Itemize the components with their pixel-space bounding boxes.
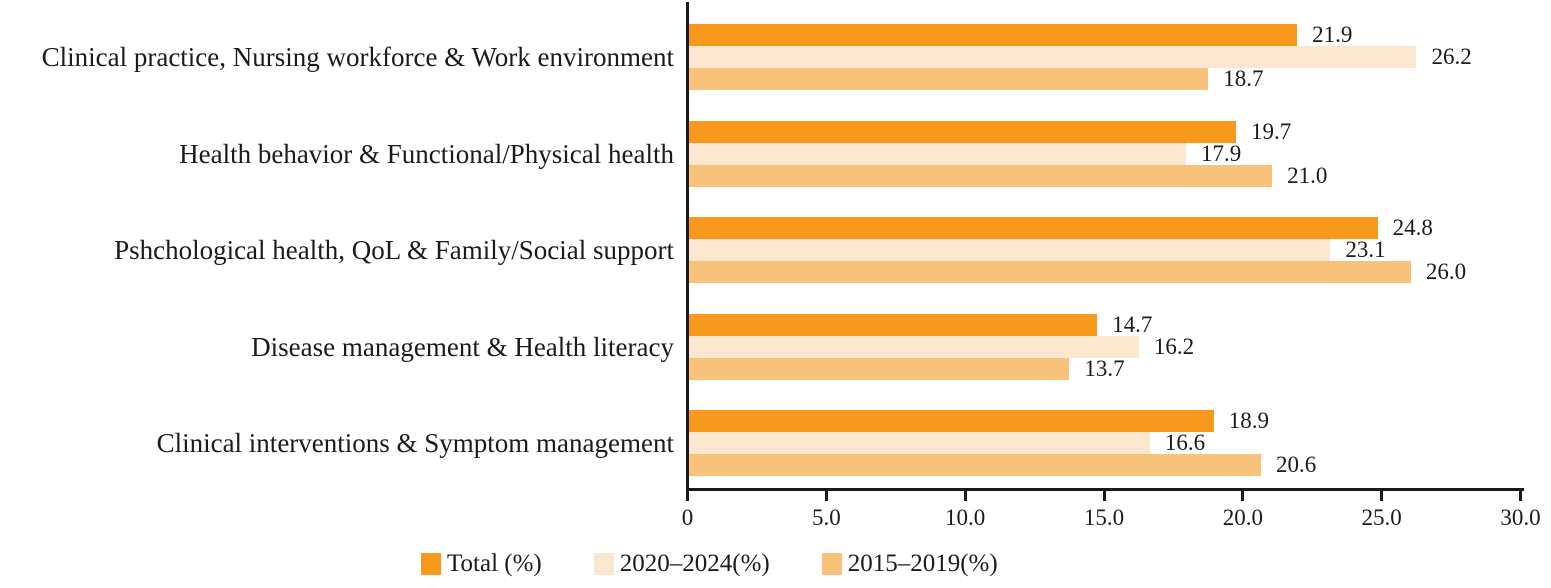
bar-value-label: 26.0 [1425, 259, 1467, 284]
legend-label: 2015–2019(%) [847, 550, 998, 577]
bar-value-label: 16.2 [1153, 333, 1195, 359]
category-label: Disease management & Health literacy [251, 331, 674, 362]
bar-value-label: 14.7 [1112, 311, 1153, 337]
bar-2015-2019 [689, 164, 1273, 187]
bar-value-label: 18.9 [1228, 408, 1270, 433]
x-axis-tick [1102, 488, 1106, 501]
category-label: Clinical practice, Nursing workforce & W… [41, 42, 674, 72]
bar-value-label: 20.6 [1275, 452, 1317, 477]
x-axis-tick [686, 488, 689, 501]
x-axis-tick [963, 488, 967, 501]
legend-item-2020-2024: 2020–2024(%) [593, 550, 770, 578]
bar-total [689, 120, 1236, 143]
legend-item-total: Total (%) [421, 550, 542, 578]
bar-total [689, 24, 1298, 46]
bar-value-label: 21.0 [1287, 162, 1328, 188]
bar-total [689, 217, 1378, 239]
bar-value-label: 23.1 [1345, 237, 1386, 262]
bar-2020-2024 [689, 46, 1417, 68]
bar-value-label: 24.8 [1392, 215, 1433, 240]
x-axis-tick [824, 488, 828, 501]
x-axis-tick [1380, 488, 1384, 501]
bar-total [689, 410, 1214, 432]
category-label: Clinical interventions & Symptom managem… [156, 428, 674, 458]
bar-2020-2024 [689, 432, 1150, 454]
bar-2020-2024 [689, 142, 1187, 165]
bar-2015-2019 [689, 357, 1070, 380]
bar-2020-2024 [689, 239, 1331, 261]
x-axis-tick [1241, 488, 1245, 501]
bar-value-label: 19.7 [1251, 118, 1292, 144]
bar-2015-2019 [689, 68, 1209, 90]
x-axis-tick-label: 5.0 [811, 505, 841, 530]
bar-value-label: 17.9 [1201, 140, 1242, 166]
bar-value-label: 21.9 [1312, 22, 1353, 47]
x-axis-tick [1519, 488, 1522, 501]
bar-total [689, 313, 1098, 336]
x-axis-tick-label: 15.0 [1083, 505, 1125, 530]
category-label: Pshchological health, QoL & Family/Socia… [114, 235, 674, 265]
legend-swatch-icon [593, 553, 614, 575]
x-axis-tick-label: 10.0 [945, 505, 986, 530]
x-axis-tick-label: 25.0 [1361, 505, 1402, 530]
bar-value-label: 16.6 [1164, 430, 1206, 455]
chart-legend: Total (%) 2020–2024(%) 2015–2019(%) [421, 550, 998, 578]
bar-value-label: 18.7 [1223, 66, 1264, 91]
category-label: Health behavior & Functional/Physical he… [179, 138, 674, 169]
legend-label: 2020–2024(%) [619, 550, 770, 577]
bar-2015-2019 [689, 454, 1261, 476]
legend-label: Total (%) [447, 550, 542, 577]
bar-2015-2019 [689, 261, 1411, 283]
bar-2020-2024 [689, 335, 1139, 358]
legend-item-2015-2019: 2015–2019(%) [821, 550, 998, 578]
x-axis-tick-label: 30.0 [1500, 505, 1541, 530]
bar-value-label: 26.2 [1431, 44, 1472, 69]
x-axis-tick-label: 0 [681, 505, 694, 530]
y-axis-line [686, 2, 689, 500]
legend-swatch-icon [421, 553, 441, 575]
x-axis-tick-label: 20.0 [1222, 505, 1263, 530]
bar-value-label: 13.7 [1084, 355, 1125, 381]
legend-swatch-icon [821, 553, 842, 575]
